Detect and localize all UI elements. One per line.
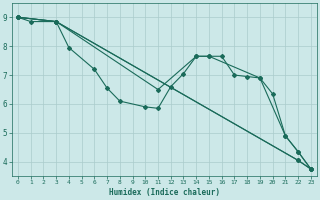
- X-axis label: Humidex (Indice chaleur): Humidex (Indice chaleur): [109, 188, 220, 197]
